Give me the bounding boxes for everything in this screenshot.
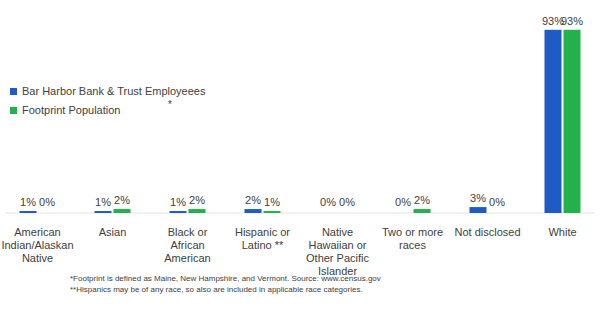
legend-label: Footprint Population bbox=[22, 104, 120, 116]
data-label: 2% bbox=[189, 194, 205, 206]
legend-label: Bar Harbor Bank & Trust Employeees bbox=[22, 85, 206, 97]
x-tick-label: Black orAfricanAmerican bbox=[164, 226, 210, 264]
x-tick-label: Hispanic orLatino ** bbox=[235, 226, 290, 251]
label-line: Other Pacific bbox=[306, 252, 369, 264]
data-label: 0% bbox=[395, 196, 411, 208]
label-line: Latino ** bbox=[242, 239, 284, 251]
x-tick-label: Not disclosed bbox=[454, 226, 520, 238]
bar bbox=[264, 211, 281, 213]
data-label: 2% bbox=[414, 194, 430, 206]
bar bbox=[114, 209, 131, 213]
footnote: **Hispanics may be of any race, so also … bbox=[70, 285, 363, 294]
label-line: Black or bbox=[168, 226, 208, 238]
x-tick-label: White bbox=[548, 226, 576, 238]
legend-swatch bbox=[10, 88, 17, 95]
x-tick-label: NativeHawaiian orOther PacificIslander bbox=[306, 226, 369, 277]
bar bbox=[564, 30, 581, 213]
data-label: 2% bbox=[114, 194, 130, 206]
bar bbox=[245, 209, 262, 213]
footnote: *Footprint is defined as Maine, New Hamp… bbox=[70, 274, 381, 283]
bar bbox=[489, 213, 506, 214]
label-line: Hispanic or bbox=[235, 226, 290, 238]
bar bbox=[395, 213, 412, 214]
chart: 1%0%1%2%1%2%2%1%0%0%0%2%3%0%93%93%Americ… bbox=[0, 0, 600, 331]
label-line: Native bbox=[322, 226, 353, 238]
legend-swatch bbox=[10, 107, 17, 114]
bar bbox=[545, 30, 562, 213]
label-line: American bbox=[14, 226, 60, 238]
x-tick-labels: AmericanIndian/AlaskanNativeAsianBlack o… bbox=[1, 226, 576, 277]
label-line: Two or more bbox=[382, 226, 443, 238]
baseline bbox=[5, 213, 595, 214]
data-label: 1% bbox=[170, 196, 186, 208]
label-line: Indian/Alaskan bbox=[1, 239, 73, 251]
label-line: Not disclosed bbox=[454, 226, 520, 238]
bar bbox=[39, 213, 56, 214]
bars bbox=[20, 30, 581, 213]
label-line: African bbox=[170, 239, 204, 251]
bar bbox=[414, 209, 431, 213]
x-tick-label: Asian bbox=[99, 226, 127, 238]
bar bbox=[95, 211, 112, 213]
data-labels: 1%0%1%2%1%2%2%1%0%0%0%2%3%0%93%93% bbox=[20, 15, 583, 208]
data-label: 0% bbox=[39, 196, 55, 208]
data-label: 1% bbox=[95, 196, 111, 208]
annotation: * bbox=[168, 99, 172, 110]
data-label: 1% bbox=[20, 196, 36, 208]
x-tick-label: AmericanIndian/AlaskanNative bbox=[1, 226, 73, 264]
legend: Bar Harbor Bank & Trust Employeees Footpr… bbox=[10, 85, 206, 116]
label-line: White bbox=[548, 226, 576, 238]
label-line: American bbox=[164, 252, 210, 264]
data-label: 2% bbox=[245, 194, 261, 206]
bar bbox=[339, 213, 356, 214]
data-label: 0% bbox=[489, 196, 505, 208]
data-label: 0% bbox=[320, 196, 336, 208]
data-label: 1% bbox=[264, 196, 280, 208]
data-label: 93% bbox=[561, 15, 583, 27]
bar bbox=[170, 211, 187, 213]
data-label: 3% bbox=[470, 192, 486, 204]
bar bbox=[470, 207, 487, 213]
x-tick-label: Two or moreraces bbox=[382, 226, 443, 251]
bar bbox=[20, 211, 37, 213]
label-line: Hawaiian or bbox=[308, 239, 366, 251]
label-line: Asian bbox=[99, 226, 127, 238]
label-line: races bbox=[399, 239, 426, 251]
label-line: Native bbox=[22, 252, 53, 264]
bar bbox=[320, 213, 337, 214]
bar bbox=[189, 209, 206, 213]
data-label: 0% bbox=[339, 196, 355, 208]
